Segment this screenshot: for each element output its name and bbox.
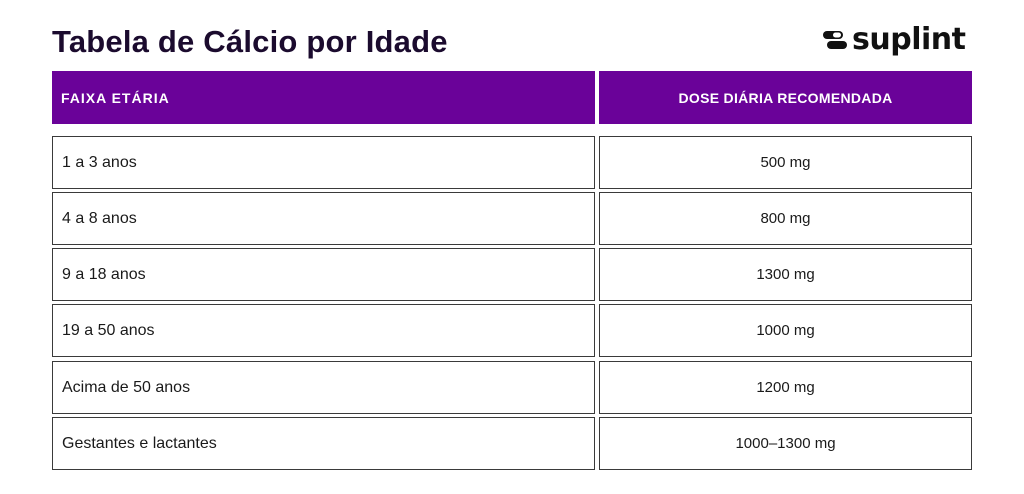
daily-dose-cell: 1200 mg bbox=[599, 361, 972, 414]
daily-dose-cell: 1000–1300 mg bbox=[599, 417, 972, 470]
daily-dose-cell: 800 mg bbox=[599, 192, 972, 245]
column-header-daily-dose: DOSE DIÁRIA RECOMENDADA bbox=[599, 71, 972, 124]
age-range-cell: 19 a 50 anos bbox=[52, 304, 595, 357]
age-range-cell: Acima de 50 anos bbox=[52, 361, 595, 414]
pill-capsule-icon bbox=[823, 31, 847, 49]
logo-text: suplint bbox=[852, 22, 966, 57]
daily-dose-cell: 1300 mg bbox=[599, 248, 972, 301]
age-range-cell: 4 a 8 anos bbox=[52, 192, 595, 245]
daily-dose-cell: 500 mg bbox=[599, 136, 972, 189]
age-range-cell: 1 a 3 anos bbox=[52, 136, 595, 189]
daily-dose-cell: 1000 mg bbox=[599, 304, 972, 357]
brand-logo: suplint bbox=[822, 22, 966, 58]
age-range-cell: 9 a 18 anos bbox=[52, 248, 595, 301]
age-range-cell: Gestantes e lactantes bbox=[52, 417, 595, 470]
page-title: Tabela de Cálcio por Idade bbox=[52, 24, 448, 59]
column-header-age-range: FAIXA ETÁRIA bbox=[52, 71, 595, 124]
